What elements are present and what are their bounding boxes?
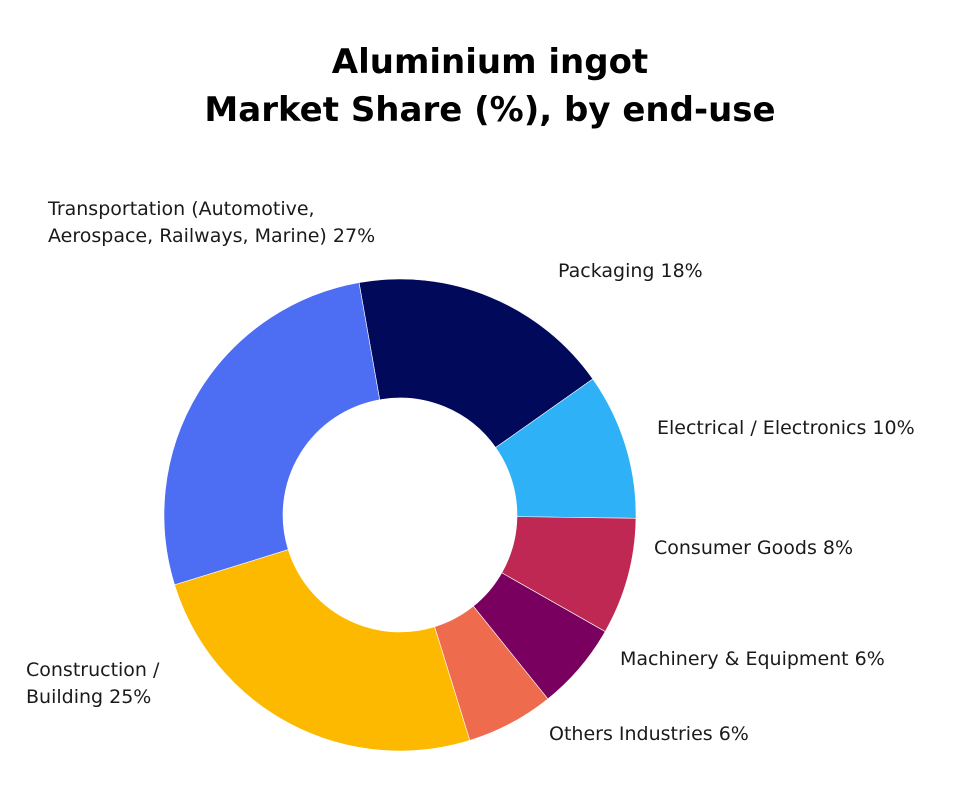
- label-others-industries: Others Industries 6%: [549, 723, 749, 745]
- slice-packaging: [358, 278, 594, 448]
- label-machinery-equipment: Machinery & Equipment 6%: [620, 648, 885, 670]
- label-packaging: Packaging 18%: [558, 260, 703, 282]
- chart-title-line-2: Market Share (%), by end-use: [204, 90, 776, 130]
- label-construction-building: Construction / Building 25%: [26, 659, 160, 708]
- label-transportation: Transportation (Automotive, Aerospace, R…: [48, 198, 376, 247]
- label-electrical-electronics: Electrical / Electronics 10%: [657, 417, 915, 439]
- slice-transportation-automotive-aerospace-railways-marine: [163, 282, 381, 586]
- chart-title: Aluminium ingot Market Share (%), by end…: [0, 38, 980, 134]
- chart-title-line-1: Aluminium ingot: [331, 42, 649, 82]
- slice-construction-building: [174, 549, 471, 752]
- label-consumer-goods: Consumer Goods 8%: [654, 537, 854, 559]
